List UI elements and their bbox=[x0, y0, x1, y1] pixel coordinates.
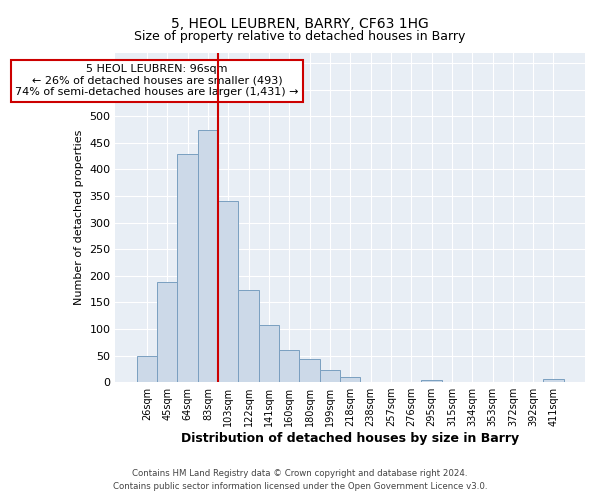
Bar bbox=[137, 356, 157, 382]
Bar bbox=[320, 370, 340, 382]
Bar bbox=[544, 380, 563, 382]
Bar bbox=[299, 358, 320, 382]
Bar bbox=[238, 290, 259, 382]
Bar bbox=[259, 324, 279, 382]
Bar bbox=[198, 130, 218, 382]
Bar bbox=[279, 350, 299, 382]
Bar bbox=[421, 380, 442, 382]
Text: Size of property relative to detached houses in Barry: Size of property relative to detached ho… bbox=[134, 30, 466, 43]
Bar bbox=[178, 154, 198, 382]
Text: Contains HM Land Registry data © Crown copyright and database right 2024.
Contai: Contains HM Land Registry data © Crown c… bbox=[113, 470, 487, 491]
Y-axis label: Number of detached properties: Number of detached properties bbox=[74, 130, 84, 305]
Bar bbox=[218, 202, 238, 382]
Text: 5 HEOL LEUBREN: 96sqm
← 26% of detached houses are smaller (493)
74% of semi-det: 5 HEOL LEUBREN: 96sqm ← 26% of detached … bbox=[16, 64, 299, 98]
X-axis label: Distribution of detached houses by size in Barry: Distribution of detached houses by size … bbox=[181, 432, 520, 445]
Bar bbox=[157, 282, 178, 382]
Bar bbox=[340, 377, 361, 382]
Text: 5, HEOL LEUBREN, BARRY, CF63 1HG: 5, HEOL LEUBREN, BARRY, CF63 1HG bbox=[171, 18, 429, 32]
